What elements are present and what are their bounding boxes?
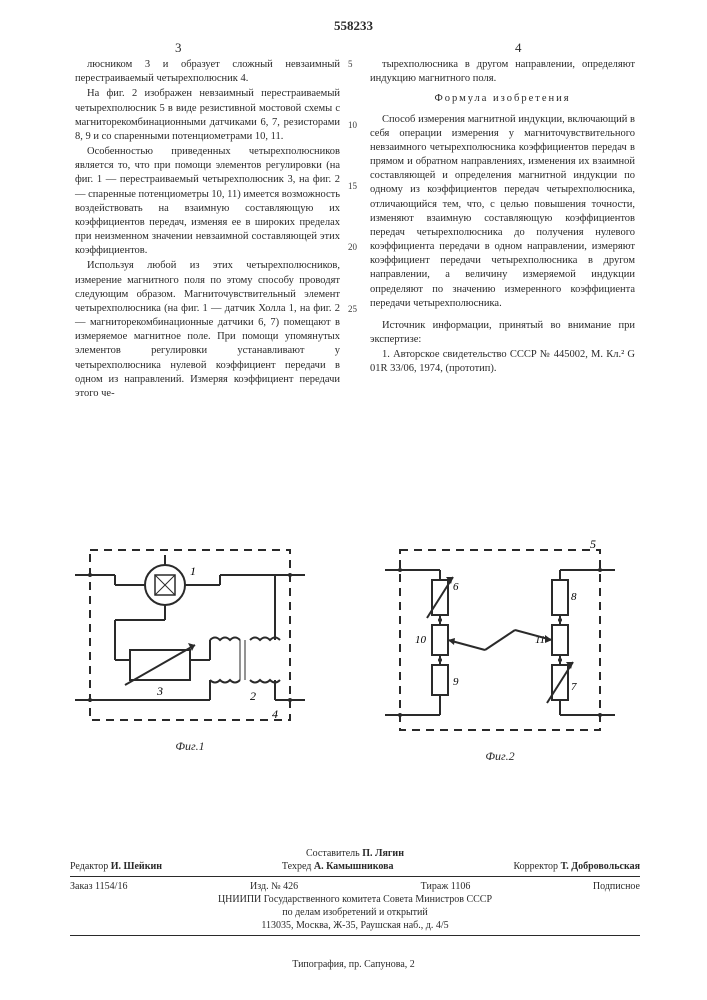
podpisnoe: Подписное	[593, 881, 640, 892]
line-numbers: 5 10 15 20 25	[348, 58, 357, 364]
address: 113035, Москва, Ж-35, Раушская наб., д. …	[70, 920, 640, 931]
print-row: Заказ 1154/16 Изд. № 426 Тираж 1106 Подп…	[70, 881, 640, 892]
fig2-label-10: 10	[415, 634, 427, 646]
fig2-caption: Фиг.2	[385, 749, 615, 764]
fig2-svg: 5 6 10 9	[385, 540, 615, 740]
line-num: 10	[348, 119, 357, 131]
order: Заказ 1154/16	[70, 881, 127, 892]
fig1-svg: 1 3 2	[75, 540, 305, 730]
composer-name: П. Лягин	[362, 848, 404, 859]
line-num: 25	[348, 303, 357, 315]
composer-row: Составитель П. Лягин	[70, 848, 640, 859]
paragraph: Используя любой из этих четырехполюснико…	[75, 259, 340, 401]
fig2-label-5: 5	[590, 540, 596, 551]
typography: Типография, пр. Сапунова, 2	[0, 959, 707, 970]
figure-1: 1 3 2	[75, 540, 305, 754]
paragraph: люсником 3 и образует сложный невзаимный…	[75, 58, 340, 86]
line-num: 5	[348, 58, 357, 70]
paragraph: тырехполюсника в другом направлении, опр…	[370, 58, 635, 86]
editor: Редактор И. Шейкин	[70, 861, 162, 872]
patent-number: 558233	[0, 18, 707, 34]
fig1-label-4: 4	[272, 707, 278, 721]
figure-2: 5 6 10 9	[385, 540, 615, 764]
divider	[70, 935, 640, 936]
paragraph: Особенностью приведенных четырехполюсник…	[75, 145, 340, 258]
line-num: 15	[348, 180, 357, 192]
source-header: Источник информации, принятый во внимани…	[370, 319, 635, 347]
tirazh: Тираж 1106	[421, 881, 471, 892]
column-right: тырехполюсника в другом направлении, опр…	[370, 58, 635, 378]
divider	[70, 876, 640, 877]
paragraph: На фиг. 2 изображен невзаимный перестраи…	[75, 87, 340, 144]
line-num: 20	[348, 241, 357, 253]
formula-body: Способ измерения магнитной индукции, вкл…	[370, 113, 635, 311]
fig2-label-6: 6	[453, 581, 459, 593]
formula-title: Формула изобретения	[370, 92, 635, 106]
footer: Составитель П. Лягин Редактор И. Шейкин …	[70, 846, 640, 940]
techred: Техред А. Камышникова	[282, 861, 394, 872]
org: ЦНИИПИ Государственного комитета Совета …	[70, 894, 640, 905]
fig1-label-1: 1	[190, 564, 196, 578]
composer-label: Составитель	[306, 848, 360, 859]
fig2-label-7: 7	[571, 681, 577, 693]
izd: Изд. № 426	[250, 881, 298, 892]
fig1-caption: Фиг.1	[75, 739, 305, 754]
fig1-label-2: 2	[250, 689, 256, 703]
fig2-label-8: 8	[571, 591, 577, 603]
page-number-left: 3	[175, 40, 182, 56]
corrector: Корректор Т. Добровольская	[513, 861, 640, 872]
page-number-right: 4	[515, 40, 522, 56]
source-item: 1. Авторское свидетельство СССР № 445002…	[370, 348, 635, 376]
figures-area: 1 3 2	[75, 540, 635, 795]
org2: по делам изобретений и открытий	[70, 907, 640, 918]
fig2-label-9: 9	[453, 676, 459, 688]
credits-row: Редактор И. Шейкин Техред А. Камышникова…	[70, 861, 640, 872]
fig1-label-3: 3	[156, 684, 163, 698]
column-left: люсником 3 и образует сложный невзаимный…	[75, 58, 340, 402]
